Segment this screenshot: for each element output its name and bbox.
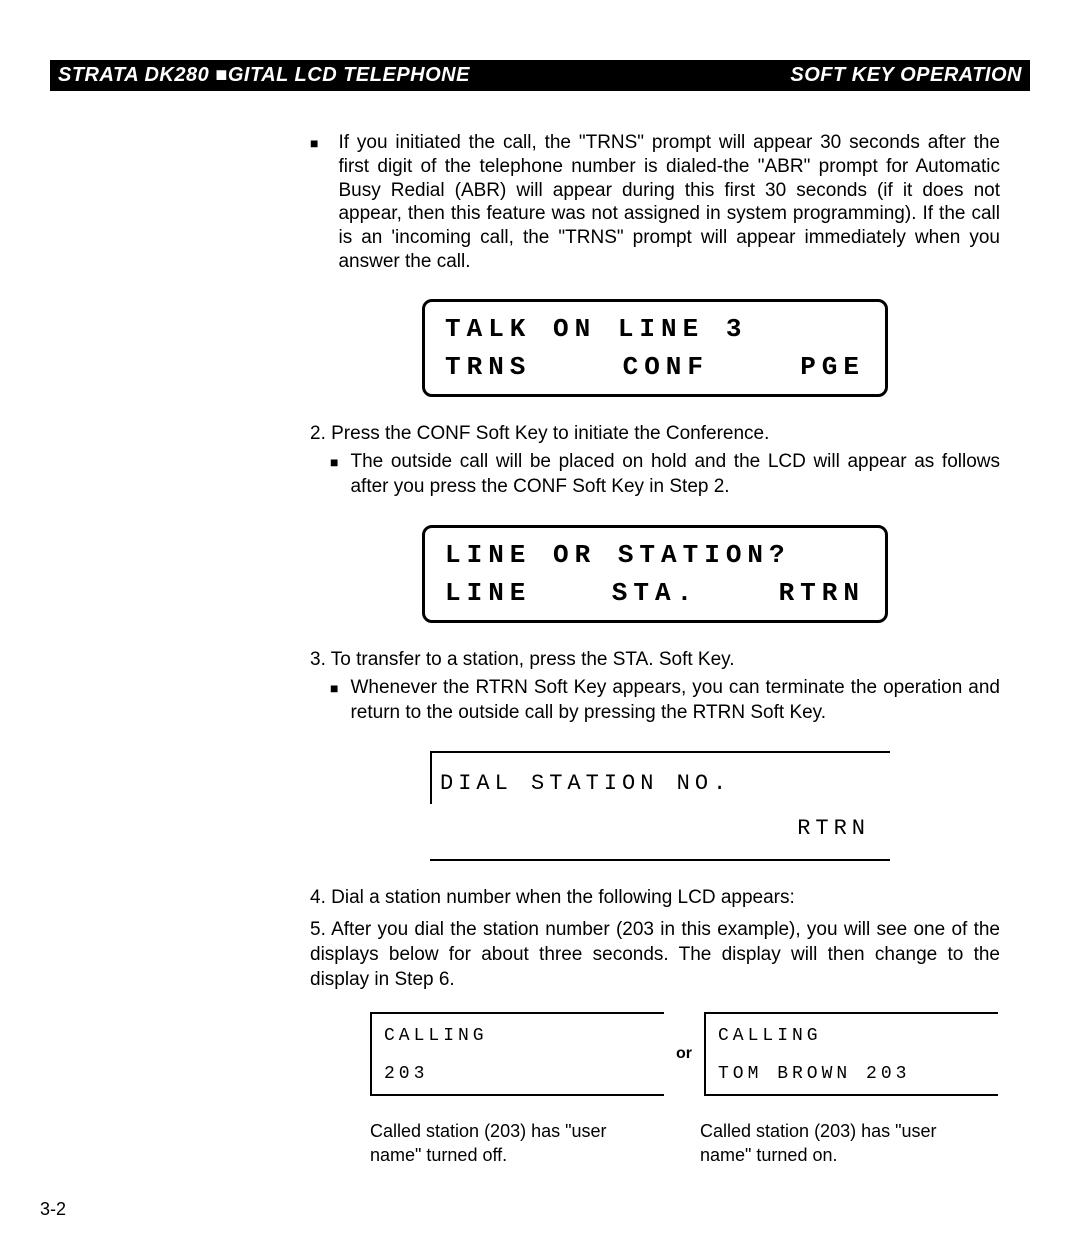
lcd-4b: CALLING TOM BROWN 203 (704, 1012, 998, 1096)
or-label: or (676, 1045, 692, 1063)
lcd-display-1: TALK ON LINE 3 TRNS CONF PGE (422, 299, 888, 397)
lcd4a-r1: CALLING (384, 1026, 654, 1046)
lcd2-sta: STA. (612, 578, 698, 608)
page-header: STRATA DK280 ■GITAL LCD TELEPHONE SOFT K… (50, 60, 1030, 91)
step-5: 5. After you dial the station number (20… (310, 918, 1000, 992)
step-4: 4. Dial a station number when the follow… (310, 886, 1000, 911)
lcd2-rtrn: RTRN (779, 578, 865, 608)
step2-bullet-text: The outside call will be placed on hold … (350, 450, 1000, 499)
lcd-display-2: LINE OR STATION? LINE STA. RTRN (422, 525, 888, 623)
lcd3-row2: RTRN (440, 816, 880, 841)
lcd4b-r1: CALLING (718, 1026, 988, 1046)
step3-bullet: ■ Whenever the RTRN Soft Key appears, yo… (330, 676, 1000, 725)
intro-bullet: ■ If you initiated the call, the "TRNS" … (310, 131, 1000, 274)
lcd3-row1: DIAL STATION NO. (440, 771, 880, 796)
lcd2-row1: LINE OR STATION? (445, 540, 865, 570)
lcd1-row1: TALK ON LINE 3 (445, 314, 865, 344)
step-3: 3. To transfer to a station, press the S… (310, 648, 1000, 673)
lcd2-line: LINE (445, 578, 531, 608)
square-bullet-icon: ■ (330, 680, 338, 725)
step2-bullet: ■ The outside call will be placed on hol… (330, 450, 1000, 499)
lcd1-conf: CONF (623, 352, 709, 382)
captions-row: Called station (203) has "user name" tur… (370, 1120, 1000, 1167)
caption-2: Called station (203) has "user name" tur… (700, 1120, 990, 1167)
lcd-display-3: DIAL STATION NO. RTRN (430, 751, 890, 861)
caption-1: Called station (203) has "user name" tur… (370, 1120, 660, 1167)
intro-text: If you initiated the call, the "TRNS" pr… (338, 131, 1000, 274)
lcd4a-r2: 203 (384, 1064, 654, 1084)
page-number: 3-2 (40, 1199, 66, 1220)
step3-bullet-text: Whenever the RTRN Soft Key appears, you … (350, 676, 1000, 725)
dual-lcd-row: CALLING 203 or CALLING TOM BROWN 203 (370, 1012, 1000, 1096)
lcd1-trns: TRNS (445, 352, 531, 382)
square-bullet-icon: ■ (310, 135, 318, 274)
lcd1-pge: PGE (800, 352, 865, 382)
lcd-4a: CALLING 203 (370, 1012, 664, 1096)
header-right: SOFT KEY OPERATION (790, 64, 1022, 87)
square-bullet-icon: ■ (330, 454, 338, 499)
lcd4b-r2: TOM BROWN 203 (718, 1064, 988, 1084)
step-2: 2. Press the CONF Soft Key to initiate t… (310, 422, 1000, 447)
header-left: STRATA DK280 ■GITAL LCD TELEPHONE (58, 64, 470, 87)
